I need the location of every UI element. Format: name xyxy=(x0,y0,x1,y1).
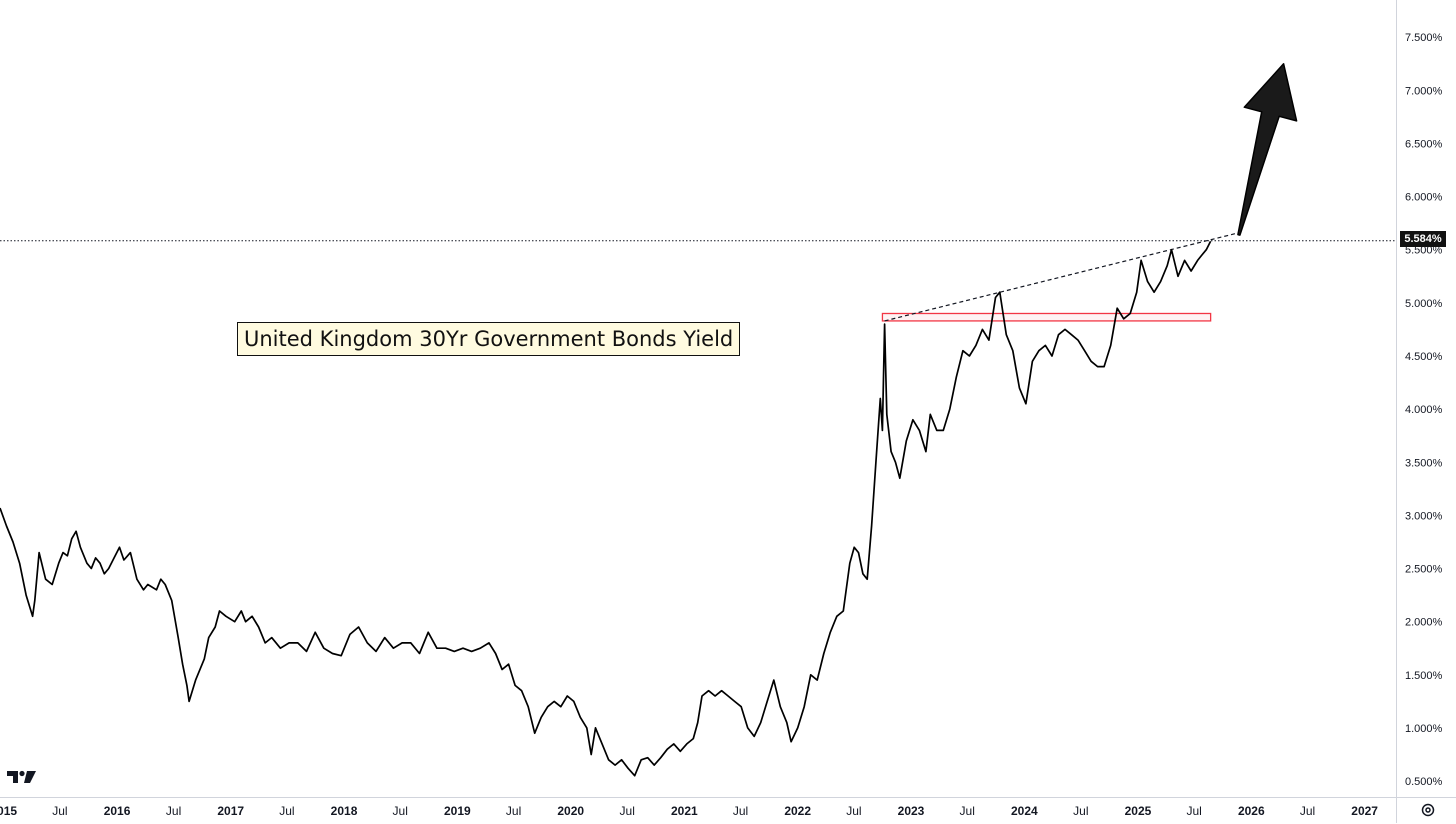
x-tick-label: Jul xyxy=(733,804,748,818)
current-value-badge: 5.584% xyxy=(1400,231,1446,247)
time-axis[interactable]: 2015 Jul 2016 Jul 2017 Jul 2018 Jul 2019 Jul 2020 J… xyxy=(0,797,1456,819)
x-tick-label: 2024 xyxy=(1011,804,1038,818)
x-tick-label: 2021 xyxy=(671,804,698,818)
resistance-zone xyxy=(881,312,1212,322)
x-tick-label: Jul xyxy=(846,804,861,818)
x-tick-label: 2020 xyxy=(557,804,584,818)
y-tick-label: 2.500% xyxy=(1405,564,1443,576)
y-tick-label: 5.500% xyxy=(1405,245,1443,257)
x-tick-label: Jul xyxy=(1300,804,1315,818)
x-tick-label: 2023 xyxy=(898,804,925,818)
x-tick-label: 2019 xyxy=(444,804,471,818)
chart-annotations xyxy=(0,63,1396,322)
x-tick-label: 2026 xyxy=(1238,804,1265,818)
y-tick-label: 3.000% xyxy=(1405,510,1443,522)
y-tick-label: 4.000% xyxy=(1405,404,1443,416)
y-tick-label: 6.500% xyxy=(1405,138,1443,150)
y-tick-label: 2.000% xyxy=(1405,617,1443,629)
y-tick-label: 3.500% xyxy=(1405,457,1443,469)
y-tick-label: 1.000% xyxy=(1405,723,1443,735)
y-tick-label: 7.500% xyxy=(1405,32,1443,44)
yield-series-line xyxy=(0,240,1212,777)
y-tick-label: 5.000% xyxy=(1405,298,1443,310)
x-tick-label: 2027 xyxy=(1351,804,1378,818)
y-tick-label: 1.500% xyxy=(1405,670,1443,682)
y-tick-label: 0.500% xyxy=(1405,776,1443,788)
x-tick-label: Jul xyxy=(1187,804,1202,818)
series-layer xyxy=(0,240,1212,777)
x-tick-label: Jul xyxy=(960,804,975,818)
x-tick-label: Jul xyxy=(620,804,635,818)
y-tick-label: 6.000% xyxy=(1405,192,1443,204)
x-tick-label: 2022 xyxy=(784,804,811,818)
x-tick-label: Jul xyxy=(279,804,294,818)
x-tick-label: Jul xyxy=(52,804,67,818)
y-tick-label: 4.500% xyxy=(1405,351,1443,363)
x-tick-label: 2015 xyxy=(0,804,17,818)
x-tick-label: 2018 xyxy=(331,804,358,818)
y-tick-label: 7.000% xyxy=(1405,85,1443,97)
settings-gear-icon[interactable] xyxy=(1419,801,1437,819)
tradingview-logo-icon[interactable] xyxy=(6,767,38,785)
x-tick-label: 2017 xyxy=(217,804,244,818)
x-tick-label: Jul xyxy=(1073,804,1088,818)
x-tick-label: Jul xyxy=(506,804,521,818)
trendline xyxy=(884,232,1240,322)
x-tick-label: Jul xyxy=(393,804,408,818)
chart-title: United Kingdom 30Yr Government Bonds Yie… xyxy=(237,322,741,356)
x-tick-label: 2016 xyxy=(104,804,131,818)
x-tick-label: Jul xyxy=(166,804,181,818)
price-axis[interactable]: 0.500% 1.000% 1.500% 2.000% 2.500% 3.000% 3.50… xyxy=(1396,0,1443,823)
x-tick-label: 2025 xyxy=(1125,804,1152,818)
forecast-arrow xyxy=(1237,63,1298,236)
